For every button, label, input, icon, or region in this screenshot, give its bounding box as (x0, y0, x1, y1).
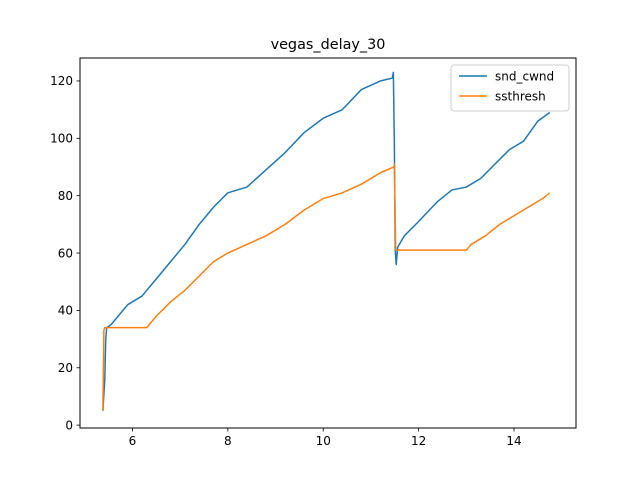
x-tick-label: 12 (411, 434, 426, 448)
series-layer (102, 71, 551, 411)
legend-label-snd_cwnd: snd_cwnd (495, 69, 554, 83)
x-axis: 6 8 10 12 14 (129, 428, 522, 448)
legend-label-ssthresh: ssthresh (495, 89, 546, 103)
plot-frame (79, 57, 577, 429)
chart-title: vegas_delay_30 (271, 37, 386, 53)
y-tick-label: 0 (65, 418, 73, 432)
series-line-ssthresh (102, 163, 551, 411)
y-tick-label: 80 (58, 189, 73, 203)
y-tick-label: 20 (58, 361, 73, 375)
y-tick-label: 60 (58, 246, 73, 260)
legend: snd_cwnd ssthresh (450, 64, 570, 112)
y-axis: 0 20 40 60 80 100 120 (50, 74, 80, 432)
x-tick-label: 14 (506, 434, 521, 448)
x-tick-label: 10 (316, 434, 331, 448)
y-tick-label: 100 (50, 132, 73, 146)
series-line-snd_cwnd (102, 71, 551, 411)
x-tick-label: 6 (129, 434, 137, 448)
y-tick-label: 40 (58, 304, 73, 318)
y-tick-label: 120 (50, 74, 73, 88)
x-tick-label: 8 (224, 434, 232, 448)
